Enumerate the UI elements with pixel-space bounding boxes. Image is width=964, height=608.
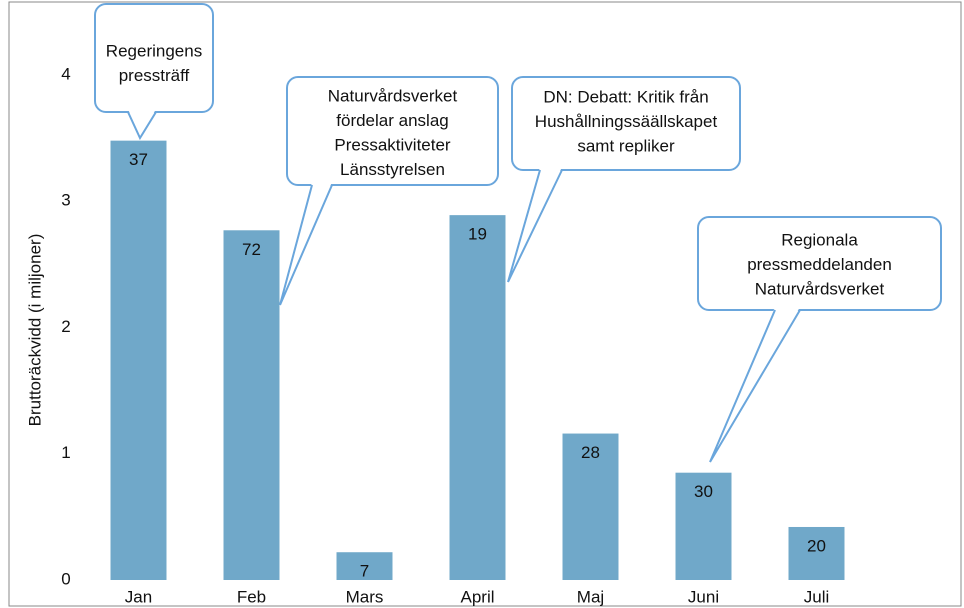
callout-text: Regeringens [106,41,202,60]
callout-text: Naturvårdsverket [328,86,458,105]
callout-text: Regionala [781,230,858,249]
x-tick-label: Juni [688,587,719,606]
bar-label: 30 [694,482,713,501]
bar-label: 7 [360,562,369,581]
y-tick-label: 2 [61,317,70,336]
bar [675,472,732,580]
callout-text: Hushållningssäällskapet [535,112,718,131]
bar-label: 19 [468,225,487,244]
callout-box [511,76,741,171]
x-tick-label: Feb [237,587,266,606]
bar [562,433,619,580]
callout-tail-fill [128,109,156,138]
bar [223,230,280,580]
bar [449,215,506,580]
x-tick-label: Juli [804,587,830,606]
bar-label: 20 [807,536,826,555]
x-tick-label: Jan [125,587,152,606]
x-tick-label: Mars [346,587,384,606]
y-tick-label: 0 [61,569,70,588]
bar [336,552,393,580]
callout-tail [507,169,563,283]
callout-text: samt repliker [577,136,675,155]
callout-tail [709,309,801,463]
bar-label: 37 [129,150,148,169]
callout-text: DN: Debatt: Kritik från [543,87,708,106]
callout-tail [279,184,333,306]
callout-text: fördelar anslag [336,111,448,130]
callout-text: Pressaktiviteter [334,135,451,154]
bar-label: 72 [242,240,261,259]
callout-text: pressträff [119,66,190,85]
x-tick-label: April [460,587,494,606]
bar [788,526,845,580]
y-tick-label: 3 [61,191,70,210]
bar [110,140,167,580]
callout-tail [127,111,157,141]
callout-text: Naturvårdsverket [755,279,885,298]
callout-box [697,216,942,311]
callout-box [286,76,499,186]
callout-text: Länsstyrelsen [340,160,445,179]
y-axis-label: Bruttoräckvidd (i miljoner) [25,234,44,427]
y-tick-label: 1 [61,443,70,462]
bar-label: 28 [581,443,600,462]
y-tick-label: 4 [61,64,70,83]
callout-text: pressmeddelanden [747,255,892,274]
x-tick-label: Maj [577,587,604,606]
